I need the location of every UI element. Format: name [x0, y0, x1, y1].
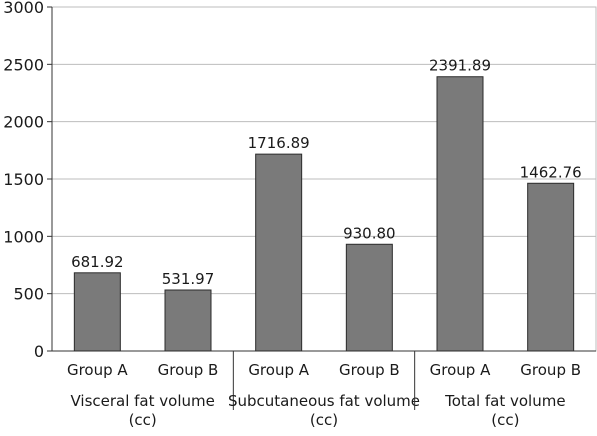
category-label: Group B — [339, 361, 400, 379]
bar-1-0 — [255, 153, 303, 352]
bar-value-label: 531.97 — [162, 270, 215, 288]
bar-0-1 — [164, 289, 212, 352]
y-tick-label: 1000 — [3, 227, 44, 246]
bar-2-1 — [527, 182, 575, 352]
group-label: (cc) — [491, 411, 519, 429]
category-label: Group A — [430, 361, 491, 379]
category-label: Group B — [158, 361, 219, 379]
bar-2-0 — [436, 76, 484, 352]
y-tick-label: 500 — [13, 285, 44, 304]
group-label: Subcutaneous fat volume — [228, 392, 420, 410]
bar-1-1 — [345, 243, 393, 352]
group-label: (cc) — [310, 411, 338, 429]
y-tick-label: 0 — [34, 342, 44, 361]
group-label: Visceral fat volume — [70, 392, 214, 410]
group-label: (cc) — [129, 411, 157, 429]
y-tick-label: 2500 — [3, 55, 44, 74]
bar-value-label: 2391.89 — [429, 57, 491, 75]
bar-value-label: 930.80 — [343, 224, 396, 242]
category-label: Group A — [248, 361, 309, 379]
bar-value-label: 681.92 — [71, 253, 124, 271]
y-tick-label: 1500 — [3, 170, 44, 189]
y-tick-label: 2000 — [3, 113, 44, 132]
y-tick-label: 3000 — [3, 0, 44, 17]
bar-value-label: 1716.89 — [248, 134, 310, 152]
category-label: Group A — [67, 361, 128, 379]
group-label: Total fat volume — [444, 392, 566, 410]
bar-0-0 — [73, 272, 121, 352]
category-label: Group B — [520, 361, 581, 379]
bar-value-label: 1462.76 — [520, 163, 582, 181]
